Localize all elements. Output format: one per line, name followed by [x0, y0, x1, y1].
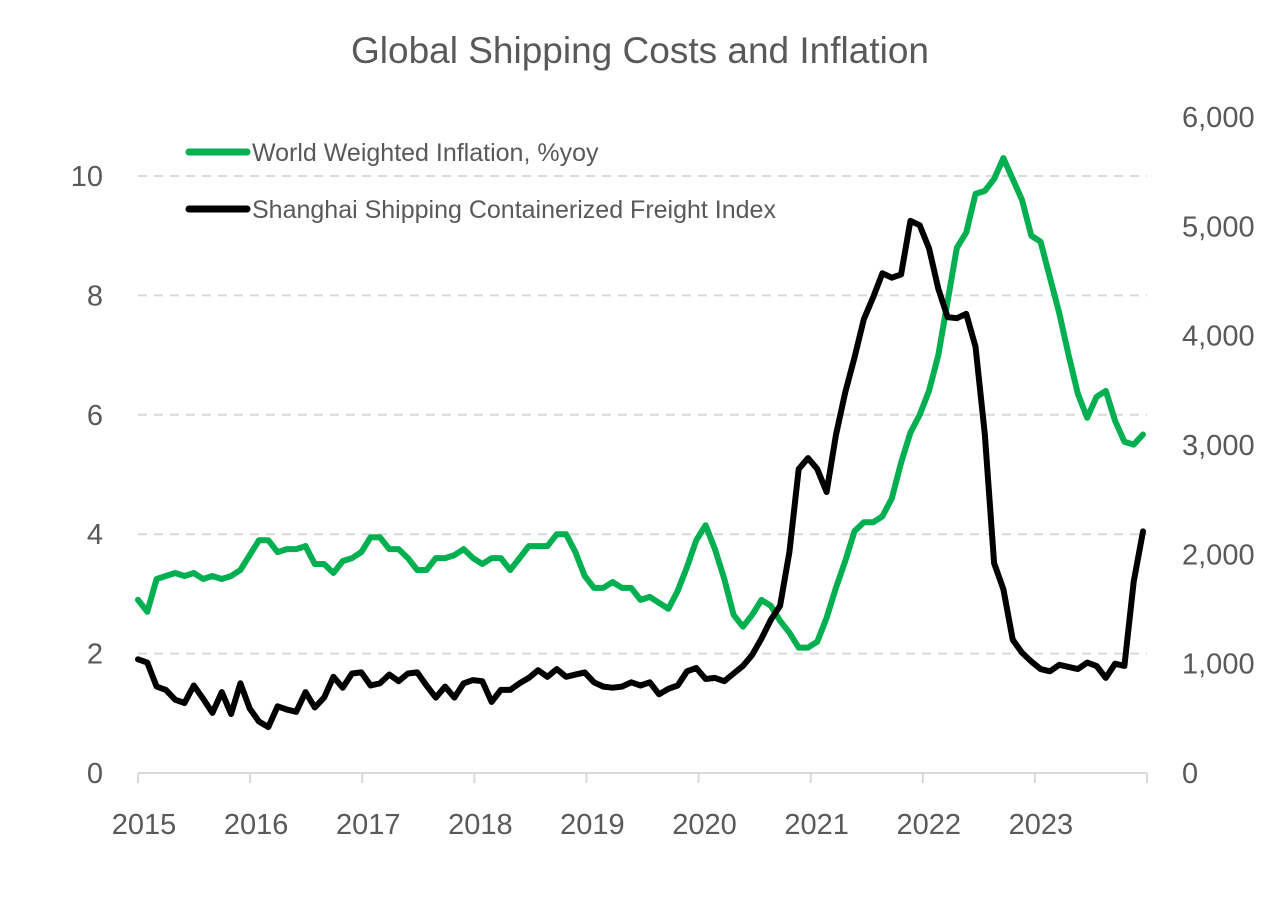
y-left-tick-label: 8 — [87, 280, 103, 312]
y-right-tick-label: 4,000 — [1182, 321, 1255, 353]
y-right-tick-label: 0 — [1182, 758, 1198, 790]
series-line-freight-index — [135, 217, 1146, 731]
y-axis-right: 0 1,000 2,000 3,000 4,000 5,000 6,000 — [1182, 102, 1255, 790]
chart-title: Global Shipping Costs and Inflation — [351, 30, 929, 71]
y-left-tick-label: 10 — [71, 161, 103, 193]
legend-label-freight-index: Shanghai Shipping Containerized Freight … — [252, 196, 776, 224]
x-tick-label: 2019 — [560, 809, 625, 841]
y-right-tick-label: 3,000 — [1182, 430, 1255, 462]
plot-lines — [135, 155, 1146, 731]
y-left-tick-label: 2 — [87, 639, 103, 671]
y-left-tick-label: 4 — [87, 519, 103, 551]
y-right-tick-label: 2,000 — [1182, 539, 1255, 571]
x-tick-label: 2022 — [897, 809, 962, 841]
x-tick-label: 2018 — [448, 809, 513, 841]
y-left-tick-label: 6 — [87, 400, 103, 432]
x-tick-label: 2015 — [112, 809, 177, 841]
y-left-tick-label: 0 — [87, 758, 103, 790]
x-tick-label: 2020 — [672, 809, 737, 841]
gridlines — [138, 175, 1147, 655]
series-line-inflation — [135, 155, 1146, 651]
x-tick-label: 2023 — [1009, 809, 1074, 841]
x-axis: 2015 2016 2017 2018 2019 2020 2021 2022 2023 — [112, 809, 1073, 841]
legend: World Weighted Inflation, %yoy Shanghai … — [185, 139, 776, 224]
axes — [137, 772, 1148, 783]
legend-item-inflation[interactable]: World Weighted Inflation, %yoy — [185, 139, 599, 167]
y-right-tick-label: 1,000 — [1182, 649, 1255, 681]
x-tick-label: 2021 — [784, 809, 849, 841]
y-axis-left: 0 2 4 6 8 10 — [71, 161, 103, 790]
x-tick-label: 2016 — [224, 809, 289, 841]
legend-item-freight-index[interactable]: Shanghai Shipping Containerized Freight … — [185, 196, 776, 224]
y-right-tick-label: 6,000 — [1182, 102, 1255, 134]
x-tick-label: 2017 — [336, 809, 401, 841]
y-right-tick-label: 5,000 — [1182, 211, 1255, 243]
legend-label-inflation: World Weighted Inflation, %yoy — [252, 139, 599, 167]
